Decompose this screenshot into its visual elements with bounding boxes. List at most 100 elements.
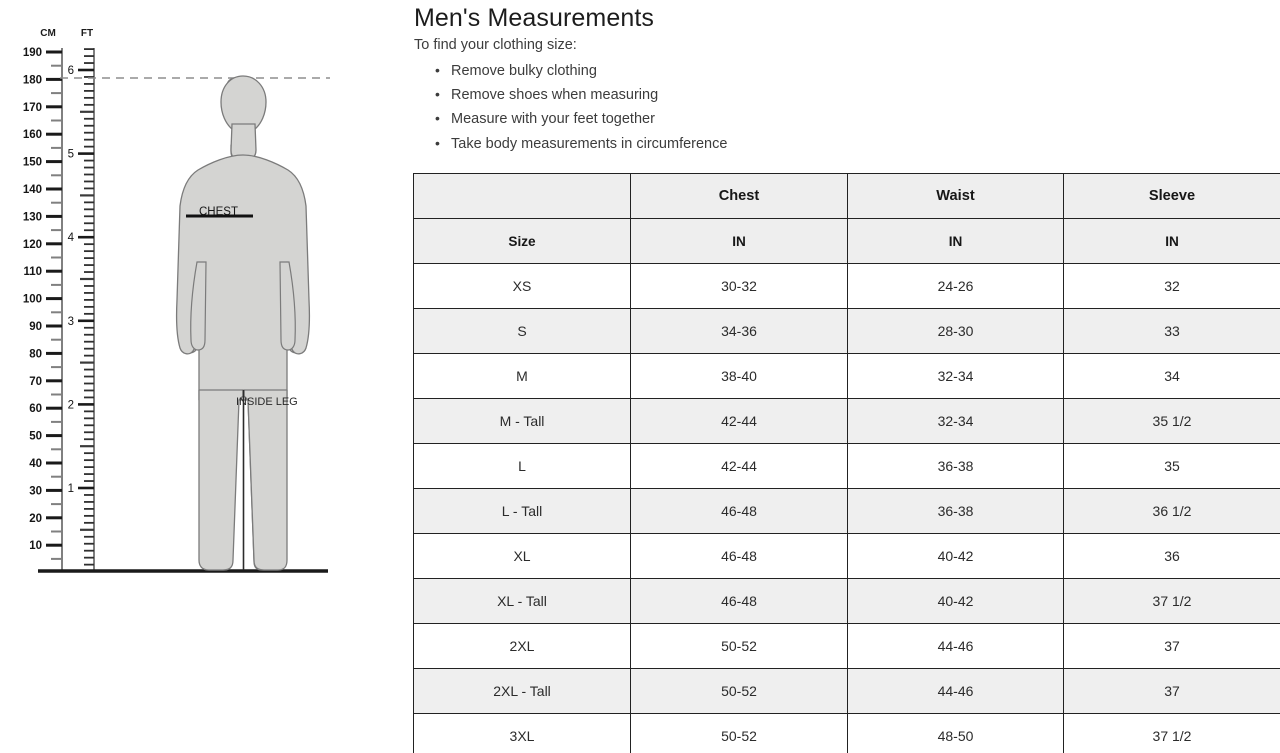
size-cell: L - Tall — [413, 488, 631, 534]
group-header-row: Chest Waist Sleeve — [413, 173, 1280, 219]
intro-text: To find your clothing size: — [414, 37, 577, 53]
cm-tick-label: 40 — [29, 458, 42, 470]
cm-tick-label: 70 — [29, 376, 42, 388]
figure-left-arm — [190, 261, 207, 351]
group-header-waist: Waist — [847, 173, 1064, 219]
waist-cell: 40-42 — [847, 533, 1064, 579]
sleeve-cell: 33 — [1063, 308, 1280, 354]
chest-cell: 46-48 — [630, 578, 848, 624]
table-row: S 34-36 28-30 33 — [413, 308, 1280, 354]
cm-tick-label: 130 — [23, 211, 42, 223]
chest-cell: 42-44 — [630, 398, 848, 444]
waist-cell: 44-46 — [847, 668, 1064, 714]
waist-cell: 28-30 — [847, 308, 1064, 354]
figure-left-leg — [198, 389, 244, 571]
cm-axis-label: CM — [40, 28, 56, 39]
ft-tick-label: 3 — [68, 316, 74, 328]
ft-tick-label: 6 — [68, 65, 74, 77]
cm-tick-label: 20 — [29, 513, 42, 525]
size-cell: 3XL — [413, 713, 631, 753]
instruction-item: Remove bulky clothing — [435, 58, 1280, 83]
size-cell: L — [413, 443, 631, 489]
cm-tick-label: 160 — [23, 129, 42, 141]
chest-cell: 50-52 — [630, 713, 848, 753]
sleeve-cell: 35 1/2 — [1063, 398, 1280, 444]
ft-tick-label: 5 — [68, 149, 74, 161]
table-body: XS 30-32 24-26 32 S 34-36 28-30 33 M 38-40 32-34 34… — [413, 263, 1280, 753]
chest-label: CHEST — [199, 206, 238, 218]
chest-cell: 38-40 — [630, 353, 848, 399]
ft-label-group: 6 5 4 3 2 1 — [68, 65, 75, 495]
cm-tick-label: 110 — [23, 266, 42, 278]
cm-tick-label: 170 — [23, 102, 42, 114]
table-row: XS 30-32 24-26 32 — [413, 263, 1280, 309]
instructions-list: Remove bulky clothingRemove shoes when m… — [413, 58, 1280, 156]
waist-cell: 36-38 — [847, 488, 1064, 534]
waist-cell: 40-42 — [847, 578, 1064, 624]
cm-tick-label: 90 — [29, 321, 42, 333]
group-header-chest: Chest — [630, 173, 848, 219]
cm-tick-label: 50 — [29, 431, 42, 443]
group-header-blank — [413, 173, 631, 219]
sleeve-cell: 37 1/2 — [1063, 578, 1280, 624]
table-head: Chest Waist Sleeve Size IN IN IN — [413, 173, 1280, 264]
unit-header-row: Size IN IN IN — [413, 218, 1280, 264]
size-cell: XS — [413, 263, 631, 309]
ft-tick-label: 2 — [68, 399, 74, 411]
cm-tick-label: 180 — [23, 74, 42, 86]
figure-head — [220, 75, 267, 130]
human-figure — [175, 75, 311, 571]
table-row: L 42-44 36-38 35 — [413, 443, 1280, 489]
column-header-unit-3: IN — [1063, 218, 1280, 264]
cm-tick-label: 120 — [23, 239, 42, 251]
chest-cell: 42-44 — [630, 443, 848, 489]
ft-tick-label: 4 — [68, 232, 75, 244]
size-cell: S — [413, 308, 631, 354]
cm-tick-label: 190 — [23, 47, 42, 59]
size-cell: 2XL - Tall — [413, 668, 631, 714]
chest-cell: 46-48 — [630, 488, 848, 534]
measurement-content: Men's Measurements To find your clothing… — [413, 0, 1280, 753]
group-header-sleeve: Sleeve — [1063, 173, 1280, 219]
ft-tick-label: 1 — [68, 483, 74, 495]
sleeve-cell: 35 — [1063, 443, 1280, 489]
cm-tick-group — [46, 50, 62, 560]
waist-cell: 44-46 — [847, 623, 1064, 669]
page-title: Men's Measurements — [414, 4, 654, 32]
ft-tick-group — [78, 48, 94, 566]
sleeve-cell: 34 — [1063, 353, 1280, 399]
cm-tick-label: 140 — [23, 184, 42, 196]
size-cell: XL - Tall — [413, 578, 631, 624]
cm-tick-label: 80 — [29, 348, 42, 360]
sleeve-cell: 37 1/2 — [1063, 713, 1280, 753]
table-row: M - Tall 42-44 32-34 35 1/2 — [413, 398, 1280, 444]
size-cell: M — [413, 353, 631, 399]
table-row: 2XL 50-52 44-46 37 — [413, 623, 1280, 669]
chest-cell: 34-36 — [630, 308, 848, 354]
figure-right-leg — [243, 389, 288, 571]
waist-cell: 24-26 — [847, 263, 1064, 309]
size-chart-table: Chest Waist Sleeve Size IN IN IN XS 30-32 24-26… — [413, 173, 1280, 753]
table-row: XL 46-48 40-42 36 — [413, 533, 1280, 579]
waist-cell: 32-34 — [847, 398, 1064, 444]
waist-cell: 48-50 — [847, 713, 1064, 753]
sleeve-cell: 32 — [1063, 263, 1280, 309]
column-header-unit-2: IN — [847, 218, 1064, 264]
chest-cell: 46-48 — [630, 533, 848, 579]
instruction-item: Take body measurements in circumference — [435, 131, 1280, 156]
figure-right-arm — [279, 261, 296, 351]
cm-tick-label: 100 — [23, 294, 42, 306]
size-cell: M - Tall — [413, 398, 631, 444]
body-measurement-diagram: CM FT 190 180 170 160 150 140 130 120 110 100 90 80… — [0, 0, 405, 753]
cm-tick-label: 60 — [29, 403, 42, 415]
table-row: 2XL - Tall 50-52 44-46 37 — [413, 668, 1280, 714]
column-header-size: Size — [413, 218, 631, 264]
waist-cell: 32-34 — [847, 353, 1064, 399]
table-row: 3XL 50-52 48-50 37 1/2 — [413, 713, 1280, 753]
sleeve-cell: 37 — [1063, 623, 1280, 669]
instruction-item: Measure with your feet together — [435, 106, 1280, 131]
sleeve-cell: 36 — [1063, 533, 1280, 579]
size-cell: XL — [413, 533, 631, 579]
chest-cell: 30-32 — [630, 263, 848, 309]
